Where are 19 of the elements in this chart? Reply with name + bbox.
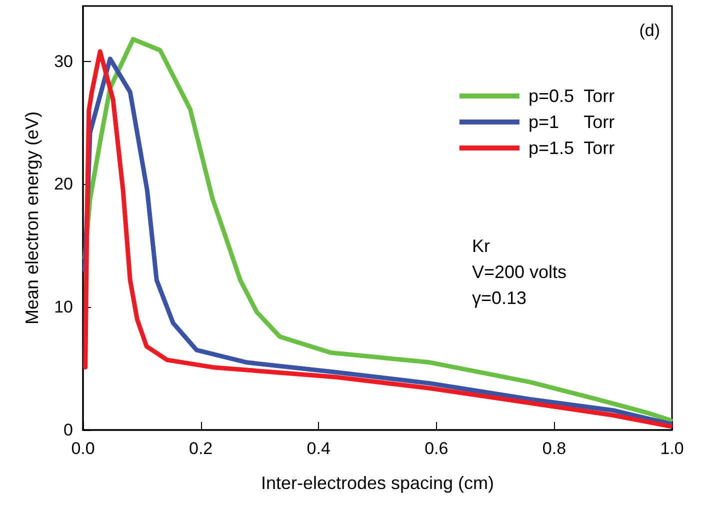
y-axis-title: Mean electron energy (eV) bbox=[22, 111, 42, 325]
x-tick-label: 0.8 bbox=[542, 439, 566, 458]
y-tick-label: 10 bbox=[54, 298, 73, 317]
x-tick-label: 0.0 bbox=[71, 439, 95, 458]
annotation: γ=0.13 bbox=[472, 288, 527, 308]
x-tick-label: 0.2 bbox=[188, 439, 213, 458]
legend-label: p=0.5 Torr bbox=[528, 86, 615, 106]
y-tick-label: 30 bbox=[54, 52, 73, 71]
x-tick-label: 0.6 bbox=[424, 439, 448, 458]
legend-label: p=1.5 Torr bbox=[528, 138, 615, 158]
x-tick-label: 0.4 bbox=[306, 439, 330, 458]
x-tick-label: 1.0 bbox=[660, 439, 684, 458]
annotation: V=200 volts bbox=[472, 262, 567, 282]
annotation: Kr bbox=[472, 236, 490, 256]
y-tick-label: 0 bbox=[64, 420, 73, 440]
legend-label: p=1 Torr bbox=[528, 112, 615, 132]
x-axis-title: Inter-electrodes spacing (cm) bbox=[260, 473, 494, 493]
annotation: (d) bbox=[639, 21, 660, 40]
y-tick-label: 20 bbox=[54, 174, 73, 194]
